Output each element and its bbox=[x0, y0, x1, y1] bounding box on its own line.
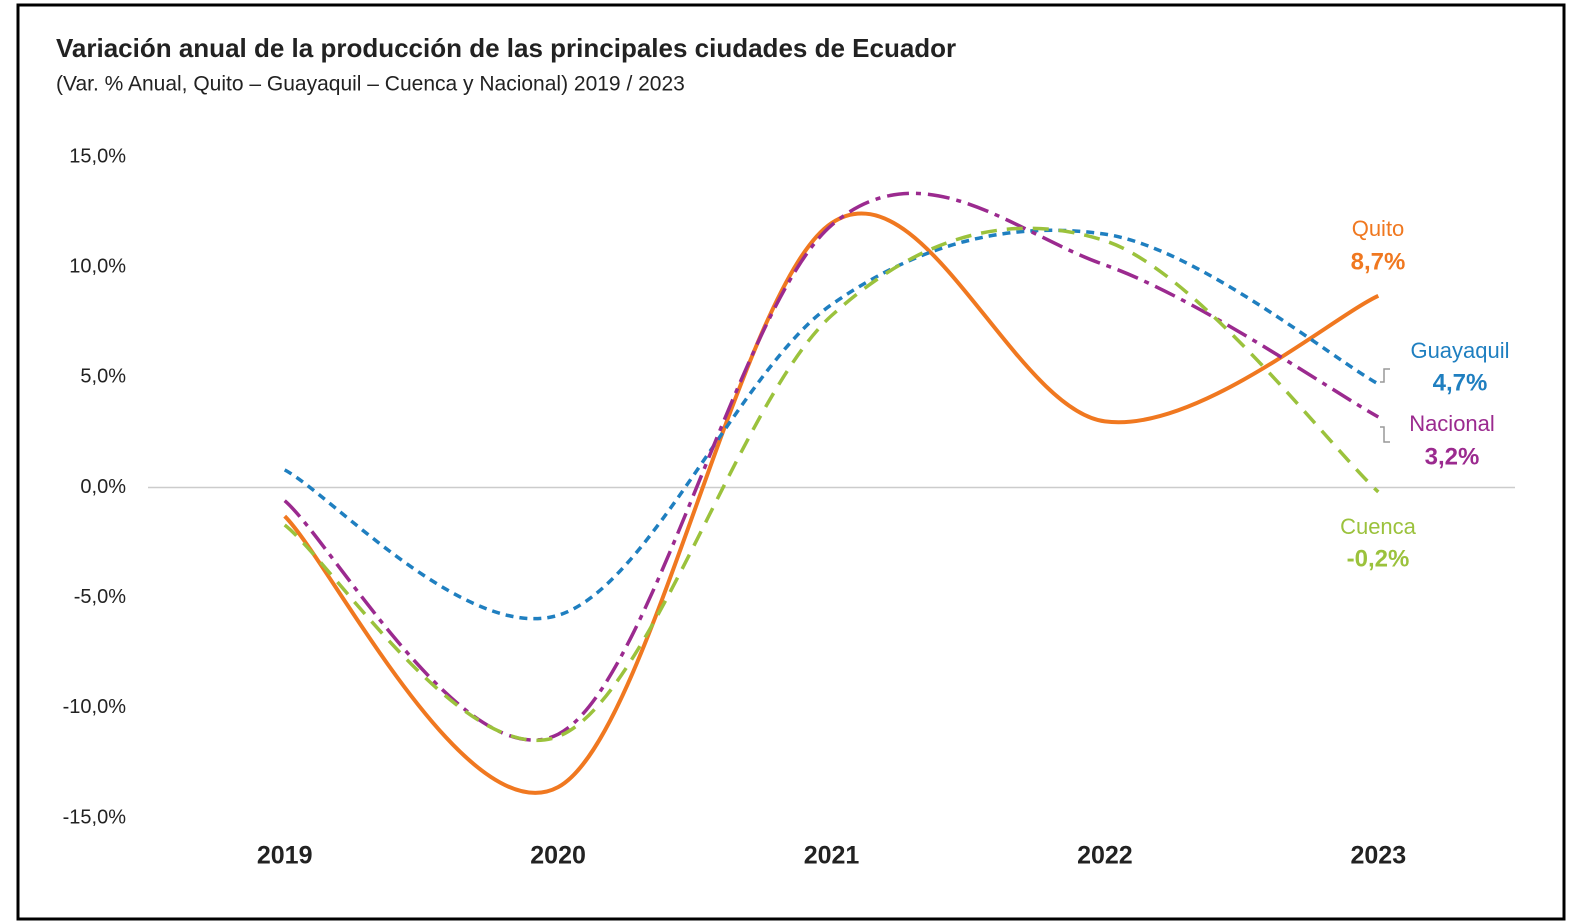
series-line bbox=[283, 228, 1380, 621]
label-connector bbox=[1380, 368, 1390, 443]
data-label: 4,7% bbox=[1433, 369, 1488, 396]
y-tick-label: 10,0% bbox=[69, 255, 126, 277]
y-tick-label: -5,0% bbox=[74, 586, 126, 608]
data-label: 8,7% bbox=[1351, 248, 1406, 275]
y-tick-label: 5,0% bbox=[80, 366, 126, 388]
y-tick-label: 0,0% bbox=[80, 476, 126, 498]
y-tick-label: 15,0% bbox=[69, 145, 126, 167]
chart-subtitle: (Var. % Anual, Quito – Guayaquil – Cuenc… bbox=[56, 73, 685, 96]
x-tick-label: 2020 bbox=[530, 842, 586, 870]
series-line bbox=[283, 211, 1380, 795]
x-tick-label: 2023 bbox=[1350, 842, 1406, 870]
data-label: -0,2% bbox=[1347, 545, 1410, 572]
y-tick-label: -15,0% bbox=[63, 806, 127, 828]
x-tick-label: 2019 bbox=[257, 842, 313, 870]
frame bbox=[16, 3, 1566, 921]
x-tick-label: 2021 bbox=[804, 842, 860, 870]
chart-title: Variación anual de la producción de las … bbox=[56, 33, 956, 63]
series-label: Nacional bbox=[1409, 411, 1495, 436]
series-label: Guayaquil bbox=[1410, 338, 1509, 363]
y-tick-label: -10,0% bbox=[63, 696, 127, 718]
series-label: Cuenca bbox=[1340, 514, 1417, 539]
series-label: Quito bbox=[1352, 216, 1405, 241]
x-tick-label: 2022 bbox=[1077, 842, 1133, 870]
series-line bbox=[283, 191, 1380, 742]
data-label: 3,2% bbox=[1425, 443, 1480, 470]
